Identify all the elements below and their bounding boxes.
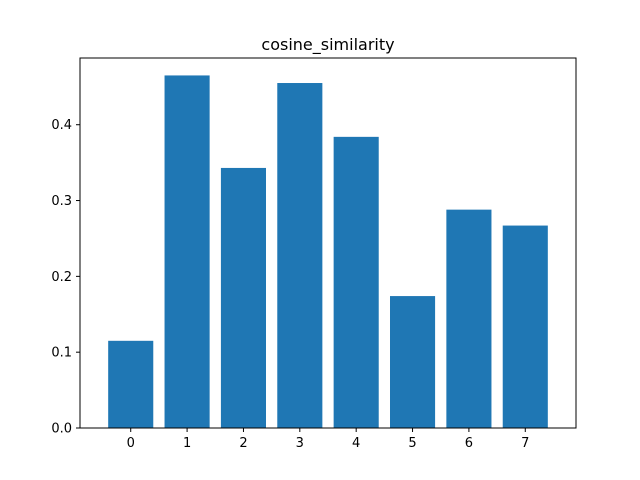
bar-1 [164, 75, 210, 428]
y-tick-label: 0.3 [51, 194, 72, 209]
bar-3 [277, 83, 323, 428]
chart-title: cosine_similarity [261, 35, 394, 55]
bar-6 [446, 209, 492, 428]
x-tick-label: 5 [408, 436, 416, 451]
bars-group [108, 75, 548, 428]
y-tick-label: 0.2 [51, 270, 72, 285]
y-tick-label: 0.0 [51, 422, 72, 437]
x-tick-label: 3 [296, 436, 304, 451]
x-tick-label: 7 [521, 436, 529, 451]
bar-4 [333, 136, 379, 428]
plot-frame [79, 57, 577, 429]
y-tick-label: 0.4 [51, 118, 72, 133]
x-axis: 0 1 2 3 4 5 6 7 [127, 428, 529, 451]
x-tick-label: 6 [465, 436, 473, 451]
bar-7 [502, 225, 548, 428]
bar-2 [220, 167, 266, 428]
x-tick-label: 0 [127, 436, 135, 451]
bar-0 [108, 340, 154, 428]
bar-5 [390, 296, 436, 428]
y-tick-label: 0.1 [51, 346, 72, 361]
x-tick-label: 2 [239, 436, 247, 451]
x-tick-label: 1 [183, 436, 191, 451]
x-tick-label: 4 [352, 436, 360, 451]
y-axis: 0.0 0.1 0.2 0.3 0.4 [51, 118, 80, 437]
